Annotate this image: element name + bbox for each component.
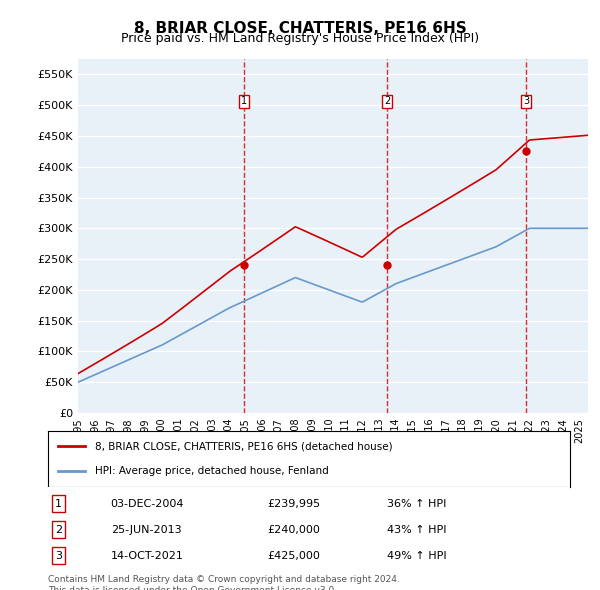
Text: 36% ↑ HPI: 36% ↑ HPI [388,499,446,509]
Text: £239,995: £239,995 [267,499,320,509]
Text: 2: 2 [384,97,390,106]
Text: 49% ↑ HPI: 49% ↑ HPI [388,551,447,560]
Text: 14-OCT-2021: 14-OCT-2021 [110,551,184,560]
Text: 3: 3 [523,97,529,106]
Text: £425,000: £425,000 [267,551,320,560]
Text: Contains HM Land Registry data © Crown copyright and database right 2024.
This d: Contains HM Land Registry data © Crown c… [48,575,400,590]
Text: Price paid vs. HM Land Registry's House Price Index (HPI): Price paid vs. HM Land Registry's House … [121,32,479,45]
Text: 3: 3 [55,551,62,560]
Text: 8, BRIAR CLOSE, CHATTERIS, PE16 6HS: 8, BRIAR CLOSE, CHATTERIS, PE16 6HS [134,21,466,35]
Text: HPI: Average price, detached house, Fenland: HPI: Average price, detached house, Fenl… [95,466,329,476]
Text: 1: 1 [55,499,62,509]
Text: 43% ↑ HPI: 43% ↑ HPI [388,525,447,535]
Text: 25-JUN-2013: 25-JUN-2013 [110,525,181,535]
Text: 03-DEC-2004: 03-DEC-2004 [110,499,184,509]
Text: 8, BRIAR CLOSE, CHATTERIS, PE16 6HS (detached house): 8, BRIAR CLOSE, CHATTERIS, PE16 6HS (det… [95,441,392,451]
Text: 2: 2 [55,525,62,535]
Text: 1: 1 [241,97,247,106]
Text: £240,000: £240,000 [267,525,320,535]
